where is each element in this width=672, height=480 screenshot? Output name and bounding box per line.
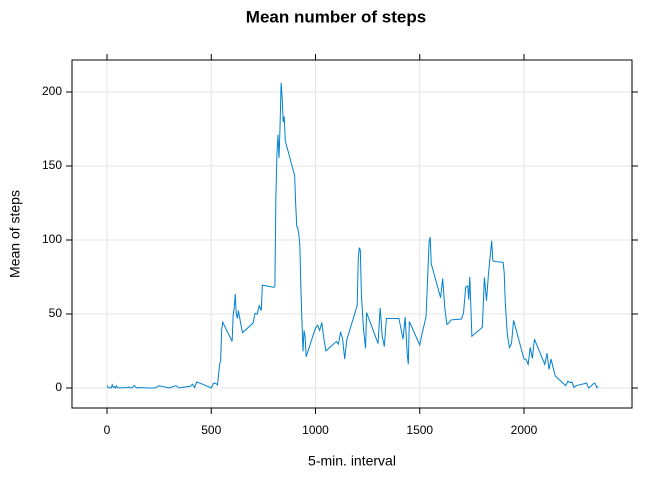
y-tick-label: 50 [49,306,63,320]
chart-title: Mean number of steps [246,7,426,26]
x-tick-label: 1500 [406,423,433,437]
y-axis-label: Mean of steps [7,190,23,278]
x-tick-label: 2000 [511,423,538,437]
y-tick-label: 0 [55,380,62,394]
x-tick-label: 0 [104,423,111,437]
plot-frame [71,59,633,409]
x-axis-label: 5-min. interval [308,453,396,469]
data-line [106,82,599,389]
x-tick-label: 500 [201,423,221,437]
y-tick-label: 100 [42,232,62,246]
x-tick-label: 1000 [302,423,329,437]
y-tick-label: 200 [42,84,62,98]
y-tick-label: 150 [42,158,62,172]
